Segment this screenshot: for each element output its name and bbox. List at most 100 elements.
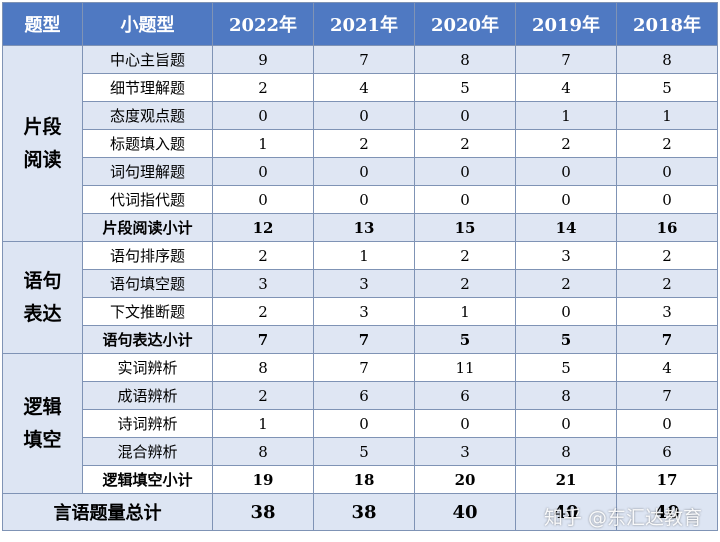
value-cell: 3 xyxy=(515,241,617,270)
value-cell: 0 xyxy=(212,157,314,186)
value-cell: 0 xyxy=(515,185,617,214)
value-cell: 3 xyxy=(212,269,314,298)
table-row: 逻辑 填空 实词辨析 8 7 11 5 4 xyxy=(2,353,718,494)
value-cell: 0 xyxy=(515,409,617,438)
table-row: 语句填空题 3 3 2 2 2 xyxy=(3,269,718,298)
subtype-label: 实词辨析 xyxy=(82,353,213,382)
value-cell: 4 xyxy=(313,73,415,102)
header-year: 2019年 xyxy=(515,2,617,46)
value-cell: 0 xyxy=(616,185,718,214)
table-row: 成语辨析 2 6 6 8 7 xyxy=(3,381,718,410)
table-row: 态度观点题 0 0 0 1 1 xyxy=(3,101,718,130)
value-cell: 6 xyxy=(616,437,718,466)
subtype-label: 语句排序题 xyxy=(82,241,213,270)
total-value: 38 xyxy=(212,493,314,531)
table-row: 词句理解题 0 0 0 0 0 xyxy=(3,157,718,186)
value-cell: 3 xyxy=(313,269,415,298)
subtotal-value: 19 xyxy=(212,465,314,494)
subtotal-row: 逻辑填空小计 19 18 20 21 17 xyxy=(3,465,718,494)
value-cell: 7 xyxy=(313,45,415,74)
table-row: 下文推断题 2 3 1 0 3 xyxy=(3,297,718,326)
subtotal-value: 5 xyxy=(515,325,617,354)
value-cell: 0 xyxy=(313,409,415,438)
subtotal-label: 片段阅读小计 xyxy=(82,213,213,242)
table-row: 语句 表达 语句排序题 2 1 2 3 2 xyxy=(2,241,718,354)
subtotal-value: 14 xyxy=(515,213,617,242)
value-cell: 2 xyxy=(414,269,516,298)
subtotal-value: 7 xyxy=(313,325,415,354)
value-cell: 2 xyxy=(212,73,314,102)
group-label: 逻辑 填空 xyxy=(2,353,83,494)
value-cell: 4 xyxy=(515,73,617,102)
subtype-label: 下文推断题 xyxy=(82,297,213,326)
subtotal-value: 16 xyxy=(616,213,718,242)
subtotal-value: 17 xyxy=(616,465,718,494)
subtotal-label: 语句表达小计 xyxy=(82,325,213,354)
total-label: 言语题量总计 xyxy=(2,493,213,531)
value-cell: 0 xyxy=(212,101,314,130)
subtype-label: 标题填入题 xyxy=(82,129,213,158)
value-cell: 8 xyxy=(616,45,718,74)
total-value: 40 xyxy=(515,493,617,531)
value-cell: 0 xyxy=(515,297,617,326)
value-cell: 5 xyxy=(313,437,415,466)
subtotal-value: 20 xyxy=(414,465,516,494)
value-cell: 9 xyxy=(212,45,314,74)
value-cell: 1 xyxy=(212,409,314,438)
subtype-label: 诗词辨析 xyxy=(82,409,213,438)
header-year: 2022年 xyxy=(212,2,314,46)
subtotal-value: 13 xyxy=(313,213,415,242)
subtype-label: 语句填空题 xyxy=(82,269,213,298)
value-cell: 8 xyxy=(515,381,617,410)
subtotal-row: 片段阅读小计 12 13 15 14 16 xyxy=(3,213,718,242)
value-cell: 1 xyxy=(313,241,415,270)
group-label: 片段 阅读 xyxy=(2,45,83,242)
subtotal-value: 15 xyxy=(414,213,516,242)
header-row: 题型 小题型 2022年 2021年 2020年 2019年 2018年 xyxy=(2,2,718,46)
subtotal-label: 逻辑填空小计 xyxy=(82,465,213,494)
value-cell: 4 xyxy=(616,353,718,382)
value-cell: 0 xyxy=(414,101,516,130)
value-cell: 1 xyxy=(616,101,718,130)
subtype-label: 中心主旨题 xyxy=(82,45,213,74)
value-cell: 8 xyxy=(212,353,314,382)
header-subtype: 小题型 xyxy=(82,2,213,46)
header-year: 2020年 xyxy=(414,2,516,46)
value-cell: 5 xyxy=(616,73,718,102)
value-cell: 2 xyxy=(212,297,314,326)
value-cell: 2 xyxy=(515,129,617,158)
value-cell: 0 xyxy=(212,185,314,214)
value-cell: 3 xyxy=(313,297,415,326)
value-cell: 0 xyxy=(414,185,516,214)
value-cell: 2 xyxy=(616,241,718,270)
subtotal-value: 12 xyxy=(212,213,314,242)
value-cell: 1 xyxy=(414,297,516,326)
value-cell: 11 xyxy=(414,353,516,382)
table-row: 代词指代题 0 0 0 0 0 xyxy=(3,185,718,214)
total-value: 38 xyxy=(313,493,415,531)
value-cell: 3 xyxy=(616,297,718,326)
table-row: 诗词辨析 1 0 0 0 0 xyxy=(3,409,718,438)
value-cell: 7 xyxy=(616,381,718,410)
value-cell: 3 xyxy=(414,437,516,466)
value-cell: 2 xyxy=(616,269,718,298)
value-cell: 7 xyxy=(515,45,617,74)
subtotal-value: 18 xyxy=(313,465,415,494)
value-cell: 8 xyxy=(414,45,516,74)
subtotal-value: 7 xyxy=(616,325,718,354)
value-cell: 8 xyxy=(212,437,314,466)
value-cell: 0 xyxy=(414,409,516,438)
table-row: 混合辨析 8 5 3 8 6 xyxy=(3,437,718,466)
value-cell: 6 xyxy=(313,381,415,410)
value-cell: 0 xyxy=(313,185,415,214)
value-cell: 5 xyxy=(515,353,617,382)
value-cell: 8 xyxy=(515,437,617,466)
value-cell: 2 xyxy=(414,129,516,158)
value-cell: 0 xyxy=(313,101,415,130)
question-count-table: 题型 小题型 2022年 2021年 2020年 2019年 2018年 片段 … xyxy=(2,2,718,531)
subtype-label: 细节理解题 xyxy=(82,73,213,102)
subtotal-row: 语句表达小计 7 7 5 5 7 xyxy=(3,325,718,354)
total-value: 40 xyxy=(616,493,718,531)
value-cell: 1 xyxy=(515,101,617,130)
subtype-label: 混合辨析 xyxy=(82,437,213,466)
